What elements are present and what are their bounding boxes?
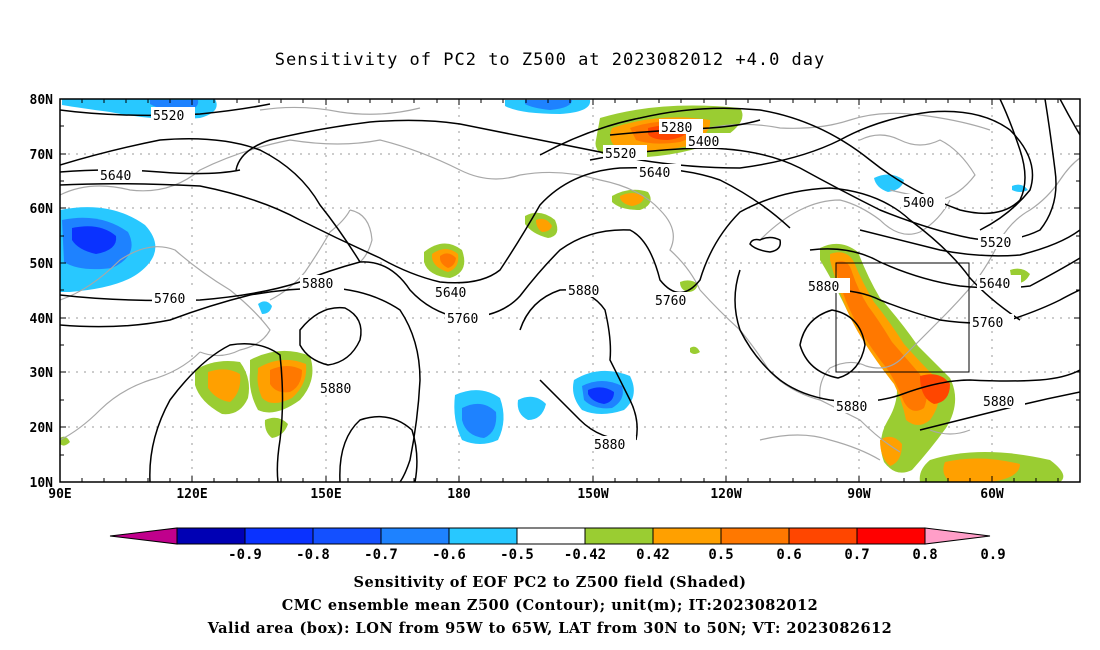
lat-label: 30N	[30, 366, 54, 381]
lon-label: 60W	[980, 487, 1004, 502]
colorbar-label: 0.6	[776, 547, 801, 563]
contour-label: 5520	[153, 109, 184, 124]
contour-label: 5640	[435, 286, 466, 301]
caption-line-1: Sensitivity of EOF PC2 to Z500 field (Sh…	[353, 574, 747, 591]
lon-label: 150E	[310, 487, 341, 502]
contour-label: 5760	[972, 316, 1003, 331]
contour-label: 5640	[100, 169, 131, 184]
lat-label: 80N	[30, 93, 54, 108]
colorbar-swatch	[856, 527, 926, 545]
lat-label: 10N	[30, 476, 54, 491]
contour-label: 5520	[605, 147, 636, 162]
colorbar-label: 0.42	[636, 547, 670, 563]
lon-label: 90E	[48, 487, 71, 502]
lon-label: 90W	[847, 487, 871, 502]
colorbar-label: -0.6	[432, 547, 466, 563]
lon-label: 120E	[176, 487, 207, 502]
colorbar-high-triangle	[924, 527, 991, 545]
axis-ticks	[59, 98, 1080, 483]
colorbar-swatch	[652, 527, 722, 545]
colorbar-swatch	[584, 527, 654, 545]
contour-label: 5520	[980, 236, 1011, 251]
map-body	[60, 99, 1080, 482]
valid-area-box	[835, 262, 970, 373]
colorbar-swatch	[244, 527, 314, 545]
contour-label: 5880	[568, 284, 599, 299]
colorbar-label: 0.5	[708, 547, 733, 563]
contour-label: 5280	[661, 121, 692, 136]
colorbar-swatch	[720, 527, 790, 545]
colorbar-swatch	[380, 527, 450, 545]
contour-label: 5880	[808, 280, 839, 295]
colorbar-label: 0.7	[844, 547, 869, 563]
contour-label: 5400	[688, 135, 719, 150]
contour-label: 5640	[639, 166, 670, 181]
contour-label: 5760	[447, 312, 478, 327]
contour-label: 5880	[594, 438, 625, 453]
lon-label: 120W	[710, 487, 741, 502]
lat-label: 70N	[30, 148, 54, 163]
contour-label: 5880	[302, 277, 333, 292]
lon-label: 180	[447, 487, 471, 502]
colorbar-label: 0.8	[912, 547, 937, 563]
lat-label: 50N	[30, 257, 54, 272]
colorbar-label: -0.5	[500, 547, 534, 563]
contour-label: 5760	[154, 292, 185, 307]
colorbar-label: -0.7	[364, 547, 398, 563]
lat-label: 20N	[30, 421, 54, 436]
sensitivity-shading	[60, 99, 1064, 482]
contour-label: 5400	[903, 196, 934, 211]
contour-label: 5640	[979, 277, 1010, 292]
colorbar-swatch	[788, 527, 858, 545]
colorbar-swatch	[448, 527, 518, 545]
colorbar-swatch	[516, 527, 586, 545]
colorbar-swatch	[176, 527, 246, 545]
plot-title: Sensitivity of PC2 to Z500 at 2023082012…	[274, 50, 826, 70]
coastlines	[60, 106, 1080, 461]
colorbar-low-triangle	[109, 527, 178, 545]
caption-line-2: CMC ensemble mean Z500 (Contour); unit(m…	[281, 597, 819, 614]
latitude-labels: 10N 20N 30N 40N 50N 60N 70N 80N	[30, 93, 54, 491]
contour-label: 5880	[320, 382, 351, 397]
colorbar-label: -0.42	[564, 547, 606, 563]
contour-label: 5880	[836, 400, 867, 415]
longitude-labels: 90E 120E 150E 180 150W 120W 90W 60W	[48, 487, 1004, 502]
colorbar-swatch	[312, 527, 382, 545]
colorbar: -0.9 -0.8 -0.7 -0.6 -0.5 -0.42 0.42 0.5 0.6 0.7 0.…	[109, 527, 1006, 563]
colorbar-label: -0.9	[228, 547, 262, 563]
contour-labels: 5520 5640 5760 5880 5640 5760 5880 5520 …	[98, 107, 1025, 453]
contour-label: 5760	[655, 294, 686, 309]
caption-line-3: Valid area (box): LON from 95W to 65W, L…	[207, 620, 893, 637]
lat-label: 40N	[30, 312, 54, 327]
colorbar-label: 0.9	[980, 547, 1005, 563]
lon-label: 150W	[577, 487, 608, 502]
colorbar-label: -0.8	[296, 547, 330, 563]
contour-label: 5880	[983, 395, 1014, 410]
lat-label: 60N	[30, 202, 54, 217]
